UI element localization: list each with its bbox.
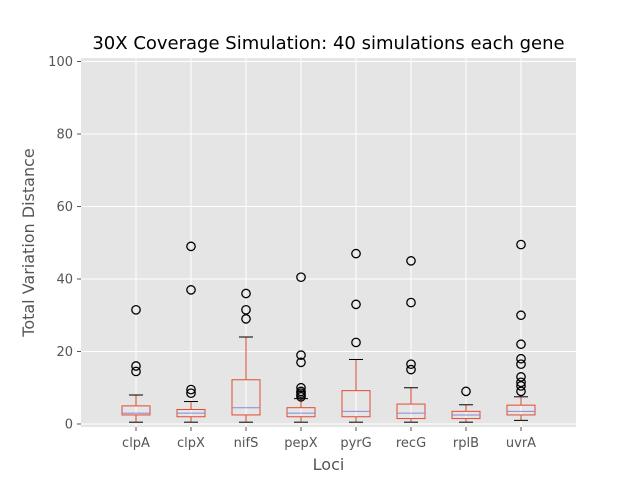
y-tick-label: 80: [56, 128, 73, 143]
x-axis-ticks: clpA clpX nifS pepX pyrG recG rplB uvrA: [122, 427, 536, 451]
outlier-point: [516, 339, 526, 350]
x-tick-label: recG: [396, 436, 426, 451]
y-tick-label: 0: [65, 418, 73, 433]
box-rplB: [451, 386, 481, 423]
outlier-point: [516, 381, 526, 391]
plot-area: [81, 58, 576, 427]
iqr-box: [121, 405, 151, 416]
box-pyrG: [341, 248, 371, 423]
outlier-point: [406, 364, 416, 375]
iqr-box: [231, 379, 261, 416]
outlier-point: [241, 288, 251, 299]
chart-title: 30X Coverage Simulation: 40 simulations …: [92, 33, 564, 54]
x-tick-label: clpX: [177, 436, 205, 451]
x-tick-label: uvrA: [506, 436, 536, 451]
outlier-point: [296, 350, 306, 360]
outlier-point: [131, 361, 141, 371]
grid: [81, 58, 576, 427]
outlier-point: [516, 386, 526, 397]
x-tick-label: pyrG: [340, 436, 371, 451]
x-tick-label: rplB: [453, 436, 479, 451]
outlier-point: [516, 239, 526, 250]
outlier-point: [406, 359, 416, 370]
outlier-point: [351, 248, 361, 259]
x-tick-label: nifS: [234, 436, 259, 451]
iqr-box: [506, 404, 536, 416]
outlier-point: [516, 353, 526, 364]
outlier-point: [186, 388, 196, 399]
iqr-box: [341, 390, 371, 418]
iqr-box: [396, 403, 426, 420]
outlier-point: [186, 384, 196, 395]
y-axis-label: Total Variation Distance: [19, 148, 38, 337]
box-clpA: [121, 304, 151, 423]
outlier-point: [296, 272, 306, 283]
outlier-point: [516, 372, 526, 382]
outlier-point: [186, 241, 196, 252]
outlier-point: [351, 299, 361, 310]
y-tick-label: 100: [48, 55, 73, 70]
outlier-point: [131, 366, 141, 377]
outlier-point: [516, 377, 526, 388]
outlier-point: [516, 359, 526, 370]
outlier-point: [241, 314, 251, 324]
x-tick-label: clpA: [122, 436, 150, 451]
x-axis-label: Loci: [313, 455, 345, 474]
box-nifS: [231, 288, 261, 423]
box-recG: [396, 256, 426, 423]
outlier-point: [351, 337, 361, 348]
outlier-point: [186, 285, 196, 295]
boxes: [121, 239, 536, 423]
y-tick-label: 20: [56, 345, 73, 360]
outlier-point: [296, 386, 306, 397]
box-pepX: [286, 272, 316, 423]
y-axis-ticks: 0 20 40 60 80 100: [48, 55, 81, 433]
y-tick-label: 40: [56, 273, 73, 288]
outlier-point: [406, 256, 416, 266]
outlier-point: [131, 304, 141, 315]
outlier-point: [516, 310, 526, 321]
outlier-point: [296, 357, 306, 368]
box-uvrA: [506, 239, 536, 421]
iqr-box: [286, 407, 316, 418]
outlier-point: [406, 297, 416, 308]
outlier-point: [296, 382, 306, 393]
x-tick-label: pepX: [284, 436, 318, 451]
y-tick-label: 60: [56, 200, 73, 215]
box-clpX: [176, 241, 206, 423]
outlier-point: [241, 304, 251, 315]
outlier-point: [461, 386, 471, 397]
